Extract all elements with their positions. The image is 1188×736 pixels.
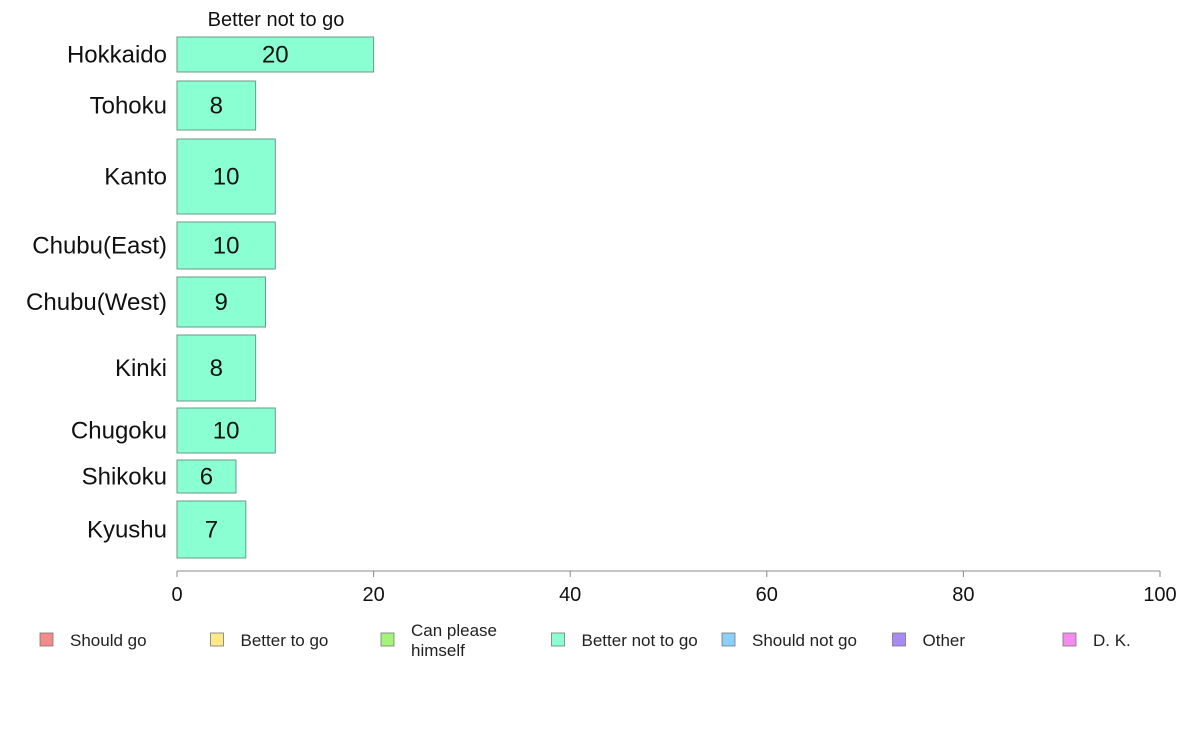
bar-value-label: 8 <box>210 93 223 120</box>
category-label: Kanto <box>104 164 167 191</box>
x-tick-label: 100 <box>1143 584 1176 606</box>
legend-label: Better not to go <box>582 631 698 650</box>
legend-label: Other <box>923 631 966 650</box>
legend: Should go Better to go Can please himself Be… <box>39 621 1131 660</box>
x-tick-label: 0 <box>171 584 182 606</box>
legend-swatch <box>721 632 736 647</box>
legend-label: D. K. <box>1093 631 1131 650</box>
legend-label: Can please himself <box>411 621 497 660</box>
bar-kinki <box>176 334 257 402</box>
legend-label: Should not go <box>752 631 857 650</box>
bars: Hokkaido 20 Tohoku 8 Kanto 10 Chubu(East) 10 Chu… <box>26 36 375 559</box>
bar-kanto <box>176 138 276 215</box>
panel-title: Better not to go <box>208 9 345 31</box>
legend-swatch <box>551 632 565 647</box>
category-label: Kyushu <box>87 517 167 544</box>
bar-value-label: 8 <box>210 355 223 382</box>
legend-swatch <box>39 632 54 647</box>
legend-swatch <box>1062 632 1077 647</box>
category-label: Tohoku <box>90 93 167 120</box>
x-tick-label: 80 <box>952 584 974 606</box>
bar-hokkaido <box>176 36 375 73</box>
bar-value-label: 10 <box>213 233 240 260</box>
legend-swatch <box>210 632 224 647</box>
bar-value-label: 20 <box>262 42 289 69</box>
bar-tohoku <box>176 80 257 131</box>
bar-kyushu <box>176 500 247 559</box>
x-tick-label: 20 <box>362 584 384 606</box>
x-axis: 0 20 40 60 80 100 <box>171 570 1177 606</box>
category-label: Kinki <box>115 355 167 382</box>
bar-chugoku <box>176 407 276 454</box>
legend-swatch <box>380 632 395 647</box>
bar-value-label: 9 <box>215 289 228 316</box>
x-tick-label: 40 <box>559 584 581 606</box>
category-label: Hokkaido <box>67 42 167 69</box>
category-label: Shikoku <box>82 464 167 491</box>
category-label: Chugoku <box>71 418 167 445</box>
bar-shikoku <box>176 459 237 494</box>
bar-chubu-east- <box>176 221 276 270</box>
legend-swatch <box>892 632 906 647</box>
x-tick-label: 60 <box>756 584 778 606</box>
bar-value-label: 7 <box>205 517 218 544</box>
bar-value-label: 10 <box>213 164 240 191</box>
category-label: Chubu(East) <box>32 233 167 260</box>
bar-value-label: 10 <box>213 418 240 445</box>
bar-chubu-west- <box>176 276 266 328</box>
category-label: Chubu(West) <box>26 289 167 316</box>
bar-value-label: 6 <box>200 464 213 491</box>
legend-label: Should go <box>70 631 147 650</box>
legend-label: Better to go <box>241 631 329 650</box>
